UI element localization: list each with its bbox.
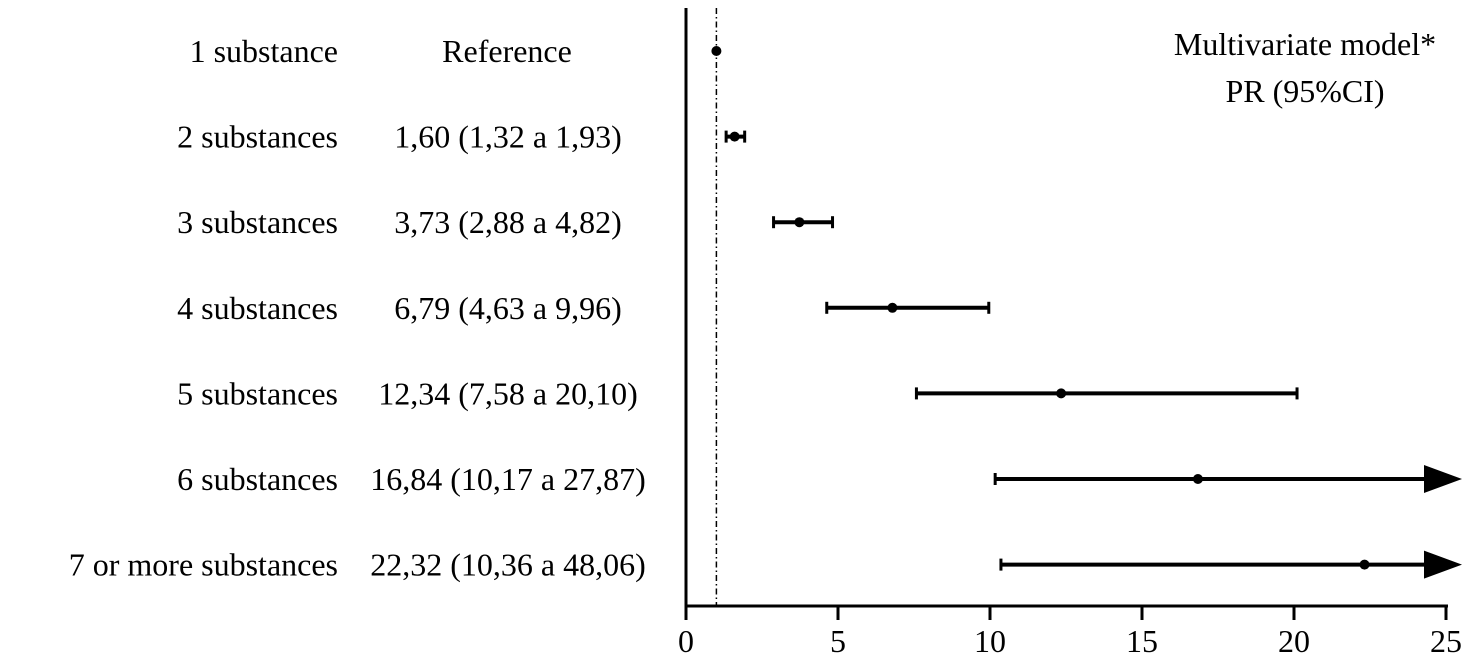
x-tick-label: 5	[830, 623, 846, 659]
point-estimate	[1192, 474, 1203, 484]
row-estimate-text: 12,34 (7,58 a 20,10)	[378, 375, 638, 411]
point-estimate	[711, 46, 722, 56]
x-tick-label: 20	[1278, 623, 1310, 659]
row-label: 4 substances	[177, 290, 338, 326]
row-label: 5 substances	[177, 375, 338, 411]
point-estimate	[729, 131, 740, 142]
row-label: 3 substances	[177, 204, 338, 240]
row-values: Reference 1,60 (1,32 a 1,93) 3,73 (2,88 a …	[370, 33, 646, 583]
header-title: Multivariate model*	[1174, 26, 1436, 62]
ci-arrow-head	[1424, 465, 1462, 493]
row-estimate-text: 22,32 (10,36 a 48,06)	[370, 547, 646, 583]
axes	[684, 8, 1448, 608]
row-label: 1 substance	[190, 33, 338, 69]
point-estimate	[887, 302, 898, 313]
estimate-marks	[711, 46, 1462, 579]
row-labels: 1 substance 2 substances 3 substances 4 sub…	[69, 33, 338, 583]
row-estimate-text: 1,60 (1,32 a 1,93)	[394, 119, 622, 155]
header-subtitle: PR (95%CI)	[1225, 73, 1384, 109]
row-label: 6 substances	[177, 461, 338, 497]
row-estimate-text: 16,84 (10,17 a 27,87)	[370, 461, 646, 497]
row-estimate-text: Reference	[442, 33, 572, 69]
row-estimate-text: 6,79 (4,63 a 9,96)	[394, 290, 622, 326]
row-label: 2 substances	[177, 119, 338, 155]
ci-arrow-head	[1424, 550, 1462, 579]
x-tick-label: 15	[1126, 623, 1158, 659]
x-tick-label: 25	[1430, 623, 1462, 659]
x-tick-label: 10	[974, 623, 1006, 659]
point-estimate	[1359, 559, 1370, 570]
point-estimate	[794, 217, 805, 228]
x-ticks: 0 5 10 15 20 25	[678, 606, 1462, 659]
row-estimate-text: 3,73 (2,88 a 4,82)	[394, 204, 622, 240]
point-estimate	[1056, 388, 1067, 399]
row-label: 7 or more substances	[69, 547, 338, 583]
x-tick-label: 0	[678, 623, 694, 659]
